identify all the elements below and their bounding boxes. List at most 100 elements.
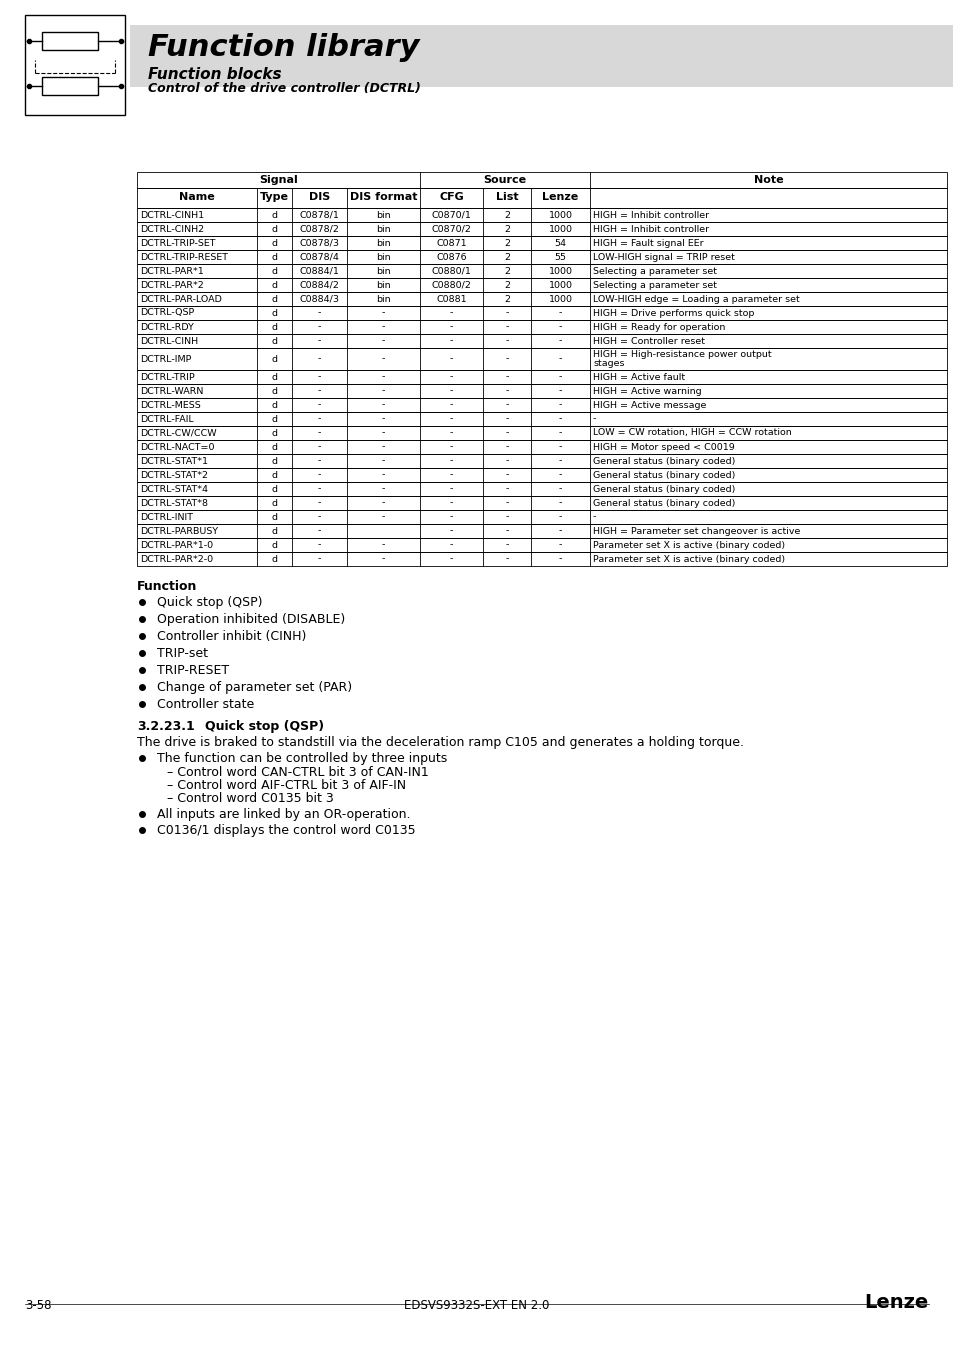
Text: -: - [505,456,508,466]
Text: General status (binary coded): General status (binary coded) [593,485,735,494]
Text: d: d [272,211,277,220]
Text: DCTRL-PAR*2-0: DCTRL-PAR*2-0 [140,555,213,563]
Text: LOW = CW rotation, HIGH = CCW rotation: LOW = CW rotation, HIGH = CCW rotation [593,428,791,437]
Text: HIGH = Controller reset: HIGH = Controller reset [593,336,704,346]
Text: -: - [381,485,385,494]
Bar [137,348,946,370]
Bar [137,292,946,306]
Text: -: - [505,428,508,437]
Text: -: - [558,336,561,346]
Text: DCTRL-PAR*1-0: DCTRL-PAR*1-0 [140,540,213,549]
Text: -: - [317,414,321,424]
Text: -: - [450,526,453,536]
Text: Parameter set X is active (binary coded): Parameter set X is active (binary coded) [593,555,784,563]
Text: -: - [558,471,561,479]
Text: CFG: CFG [438,192,463,202]
Bar [137,320,946,333]
Text: C0870/2: C0870/2 [431,224,471,234]
Text: -: - [593,414,596,424]
Text: DCTRL-STAT*2: DCTRL-STAT*2 [140,471,208,479]
Text: Parameter set X is active (binary coded): Parameter set X is active (binary coded) [593,540,784,549]
Text: -: - [450,498,453,508]
Text: -: - [505,355,508,363]
Text: -: - [450,555,453,563]
Text: -: - [450,373,453,382]
Bar [137,495,946,510]
Text: 1000: 1000 [548,294,572,304]
Text: DCTRL-TRIP-RESET: DCTRL-TRIP-RESET [140,252,228,262]
Text: C0880/2: C0880/2 [431,281,471,289]
Text: -: - [505,498,508,508]
Bar [42,77,98,95]
Bar [137,333,946,348]
Text: Selecting a parameter set: Selecting a parameter set [593,266,717,275]
Text: DCTRL-TRIP-SET: DCTRL-TRIP-SET [140,239,215,247]
Text: d: d [272,498,277,508]
Text: The drive is braked to standstill via the deceleration ramp C105 and generates a: The drive is braked to standstill via th… [137,736,743,749]
Text: 2: 2 [503,294,510,304]
Text: d: d [272,513,277,521]
Text: -: - [558,526,561,536]
Text: -: - [317,526,321,536]
Text: -: - [317,443,321,451]
Text: DCTRL-CINH1: DCTRL-CINH1 [140,211,204,220]
Text: -: - [558,485,561,494]
Bar [137,278,946,292]
Text: C0881: C0881 [436,294,466,304]
Text: -: - [558,373,561,382]
Text: bin: bin [375,294,391,304]
Text: -: - [558,386,561,396]
Text: DCTRL-INIT: DCTRL-INIT [140,513,193,521]
Text: d: d [272,386,277,396]
Text: General status (binary coded): General status (binary coded) [593,456,735,466]
Text: -: - [381,498,385,508]
Bar [137,171,946,188]
Bar [137,524,946,539]
Text: Source: Source [483,176,526,185]
Text: -: - [450,471,453,479]
Text: d: d [272,355,277,363]
Bar [137,188,946,208]
Text: 55: 55 [554,252,566,262]
Text: -: - [381,513,385,521]
Text: 2: 2 [503,252,510,262]
Text: DCTRL-STAT*8: DCTRL-STAT*8 [140,498,208,508]
Text: DCTRL-PARBUSY: DCTRL-PARBUSY [140,526,218,536]
Text: -: - [317,355,321,363]
Text: d: d [272,485,277,494]
Text: -: - [381,456,385,466]
Text: -: - [450,443,453,451]
Text: 3.2.23.1: 3.2.23.1 [137,720,194,733]
Text: DCTRL-IMP: DCTRL-IMP [140,355,192,363]
Text: Controller state: Controller state [157,698,254,711]
Bar [25,15,125,115]
Text: HIGH = Active message: HIGH = Active message [593,401,705,409]
Text: -: - [317,498,321,508]
Text: DCTRL-WARN: DCTRL-WARN [140,386,203,396]
Text: -: - [558,513,561,521]
Text: -: - [381,401,385,409]
Text: C0136/1 displays the control word C0135: C0136/1 displays the control word C0135 [157,824,416,837]
Text: 3-58: 3-58 [25,1299,51,1312]
Text: d: d [272,526,277,536]
Text: d: d [272,294,277,304]
Text: C0884/3: C0884/3 [299,294,339,304]
Text: -: - [381,373,385,382]
Text: bin: bin [375,266,391,275]
Text: 1000: 1000 [548,266,572,275]
Text: d: d [272,555,277,563]
Text: -: - [450,323,453,332]
Bar [137,482,946,495]
Text: -: - [317,513,321,521]
Text: -: - [381,355,385,363]
Text: TRIP-RESET: TRIP-RESET [157,664,229,676]
Text: d: d [272,224,277,234]
Text: Type: Type [260,192,289,202]
Text: DCTRL-NACT=0: DCTRL-NACT=0 [140,443,214,451]
Bar [137,510,946,524]
Text: -: - [558,309,561,317]
Text: -: - [317,323,321,332]
Text: -: - [317,428,321,437]
Text: -: - [505,555,508,563]
Text: C0884/2: C0884/2 [299,281,339,289]
